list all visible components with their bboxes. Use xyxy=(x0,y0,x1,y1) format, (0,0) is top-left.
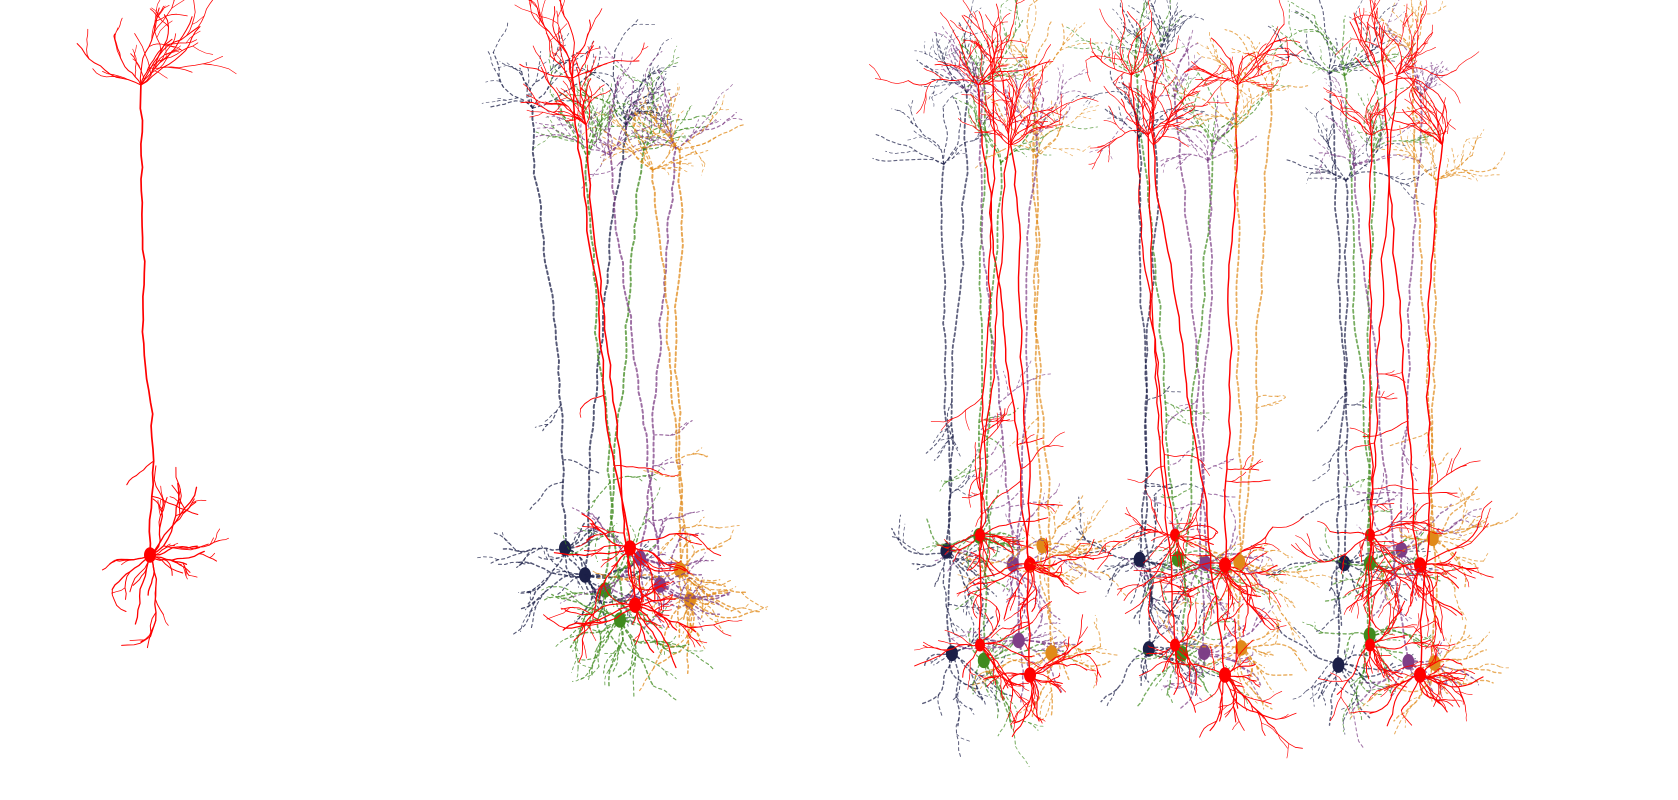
neuron xyxy=(76,0,237,649)
neuron xyxy=(1103,31,1303,759)
neuron xyxy=(1302,77,1444,733)
neuron xyxy=(958,44,1102,738)
neuron xyxy=(1166,29,1344,641)
neuron xyxy=(946,0,1140,639)
neuron xyxy=(1088,48,1239,713)
neuron xyxy=(869,0,1114,650)
neuron xyxy=(1318,73,1456,721)
neuron xyxy=(1341,0,1482,624)
panel-single-neuron xyxy=(76,0,237,649)
neuron xyxy=(872,91,1013,759)
neuron xyxy=(1124,0,1305,638)
neuron xyxy=(1365,0,1520,621)
neuron xyxy=(1133,47,1290,708)
neuron xyxy=(1291,0,1480,619)
neuron xyxy=(914,62,1052,723)
neuron xyxy=(1067,68,1234,708)
neuron xyxy=(1065,0,1281,609)
neuron xyxy=(1277,106,1438,735)
neuron xyxy=(1348,68,1484,727)
panel-neuron-grid xyxy=(869,0,1520,768)
neuron xyxy=(921,0,1027,591)
neuron xyxy=(966,63,1119,724)
neuron xyxy=(1156,42,1308,710)
neuron xyxy=(514,4,743,669)
neuron xyxy=(580,99,768,692)
neuron xyxy=(930,0,1049,585)
neuron xyxy=(592,83,769,638)
neuron xyxy=(1142,95,1274,709)
panel-neuron-cluster xyxy=(476,0,769,701)
neuron xyxy=(1085,0,1232,601)
